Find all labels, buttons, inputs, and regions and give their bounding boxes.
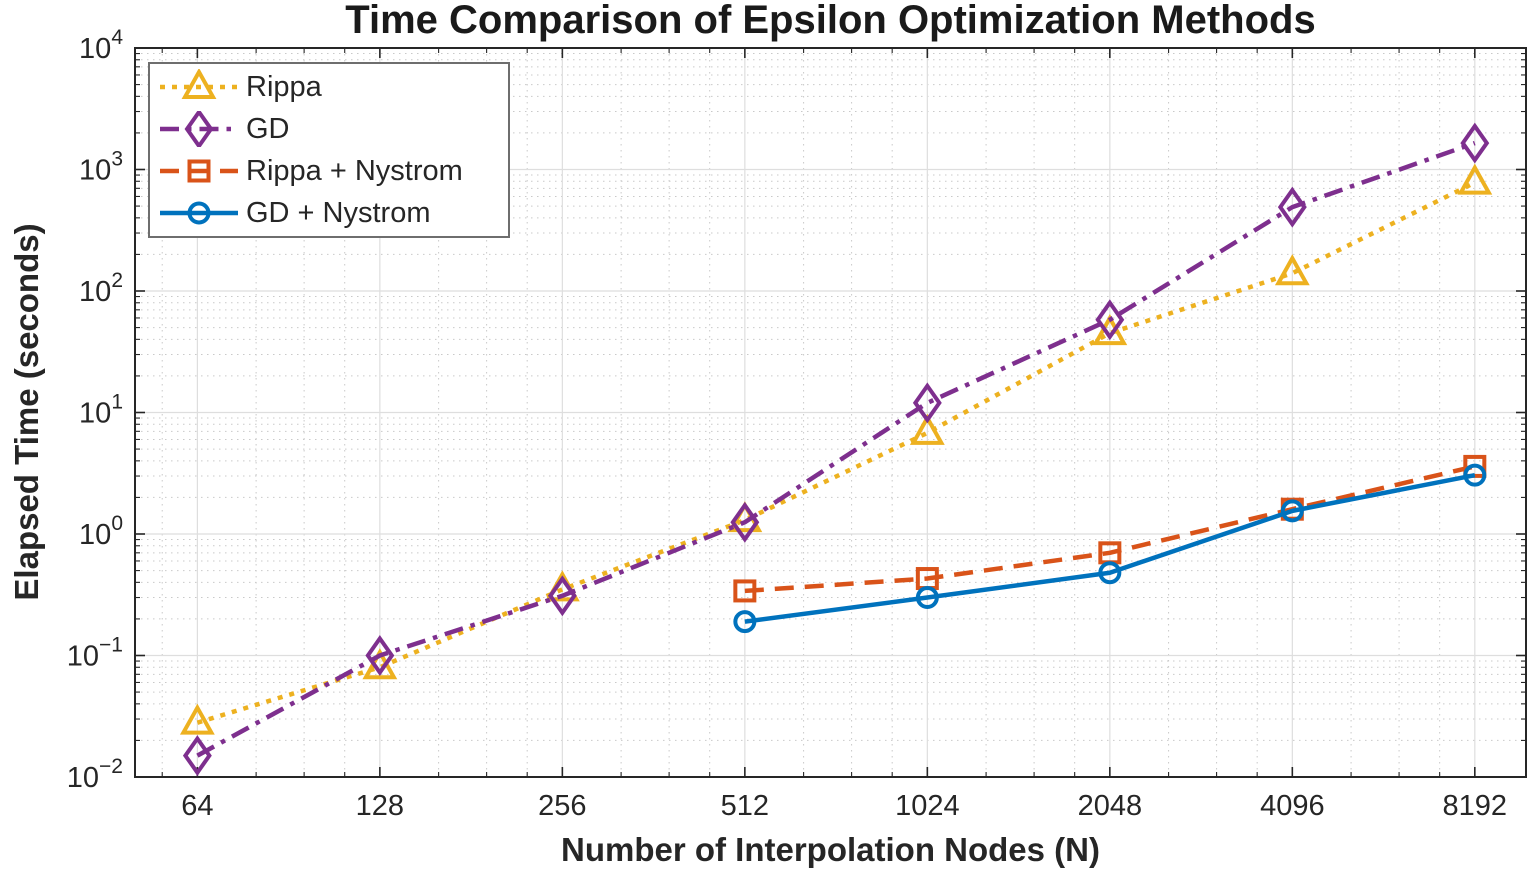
square-marker xyxy=(733,579,757,603)
x-tick-label: 128 xyxy=(356,790,404,822)
x-tick-label: 64 xyxy=(181,790,213,822)
tick-marks xyxy=(135,47,1526,778)
legend-item-gd: GD xyxy=(158,108,508,150)
y-tick-label: 102 xyxy=(79,269,123,308)
series-gd-nystrom xyxy=(733,463,1487,634)
legend-sample-rippa-nystrom xyxy=(160,159,238,183)
legend-label-gd: GD xyxy=(246,112,290,145)
y-tick-label: 10−2 xyxy=(67,755,123,794)
legend-sample-marker xyxy=(187,159,211,183)
diamond-marker xyxy=(1460,122,1490,164)
y-tick-label: 101 xyxy=(79,391,123,430)
y-tick-label: 103 xyxy=(79,148,123,187)
legend-sample-gd xyxy=(160,111,238,147)
diamond-marker xyxy=(912,382,942,424)
diamond-marker xyxy=(547,575,577,617)
legend-item-rippa-nystrom: Rippa + Nystrom xyxy=(158,150,508,192)
minor-tick-marks xyxy=(135,48,1526,777)
legend-item-gd-nystrom: GD + Nystrom xyxy=(158,192,508,234)
series-line xyxy=(744,472,1476,624)
triangle-marker xyxy=(1274,254,1310,286)
legend-sample-marker xyxy=(181,69,217,99)
x-tick-label: 8192 xyxy=(1443,790,1508,822)
y-tick-label: 100 xyxy=(79,512,123,551)
series-gd xyxy=(182,122,1490,777)
legend-sample-marker xyxy=(184,111,214,147)
legend-item-rippa: Rippa xyxy=(158,66,508,108)
diamond-marker xyxy=(182,735,212,777)
y-tick-label: 10−1 xyxy=(67,634,123,673)
x-axis-label: Number of Interpolation Nodes (N) xyxy=(561,831,1100,868)
x-tick-label: 256 xyxy=(538,790,586,822)
circle-marker xyxy=(733,610,757,634)
x-tick-label: 4096 xyxy=(1260,790,1325,822)
y-tick-label: 104 xyxy=(79,26,123,65)
circle-marker xyxy=(1098,561,1122,585)
series-rippa xyxy=(179,163,1493,735)
circle-marker xyxy=(1463,463,1487,487)
series-line xyxy=(744,464,1476,594)
diamond-marker xyxy=(730,501,760,543)
triangle-marker xyxy=(909,413,945,445)
legend-sample-gd-nystrom xyxy=(160,201,238,225)
legend-label-gd-nystrom: GD + Nystrom xyxy=(246,196,431,229)
y-axis-label: Elapsed Time (seconds) xyxy=(8,223,45,601)
circle-marker xyxy=(915,586,939,610)
legend: Rippa GD Rippa + Nystrom GD + Nystrom xyxy=(148,62,510,238)
x-tick-label: 1024 xyxy=(895,790,960,822)
chart-title: Time Comparison of Epsilon Optimization … xyxy=(345,0,1316,42)
diamond-marker xyxy=(365,635,395,676)
circle-marker xyxy=(1280,499,1304,523)
diamond-marker xyxy=(1095,299,1125,341)
x-tick-labels: 64 128 256 512 1024 2048 4096 8192 xyxy=(181,790,1507,822)
y-tick-labels: 10−2 10−1 100 101 102 103 104 xyxy=(67,26,124,794)
triangle-marker xyxy=(1092,314,1128,346)
legend-sample-marker xyxy=(187,201,211,225)
diamond-marker xyxy=(1277,186,1307,228)
triangle-marker xyxy=(1457,163,1493,195)
x-tick-label: 512 xyxy=(721,790,769,822)
series-line xyxy=(196,180,1476,725)
legend-sample-rippa xyxy=(160,69,238,99)
legend-label-rippa: Rippa xyxy=(246,70,322,103)
triangle-marker xyxy=(179,703,215,735)
series-line xyxy=(196,140,1476,758)
x-tick-label: 2048 xyxy=(1078,790,1143,822)
legend-label-rippa-nystrom: Rippa + Nystrom xyxy=(246,154,463,187)
